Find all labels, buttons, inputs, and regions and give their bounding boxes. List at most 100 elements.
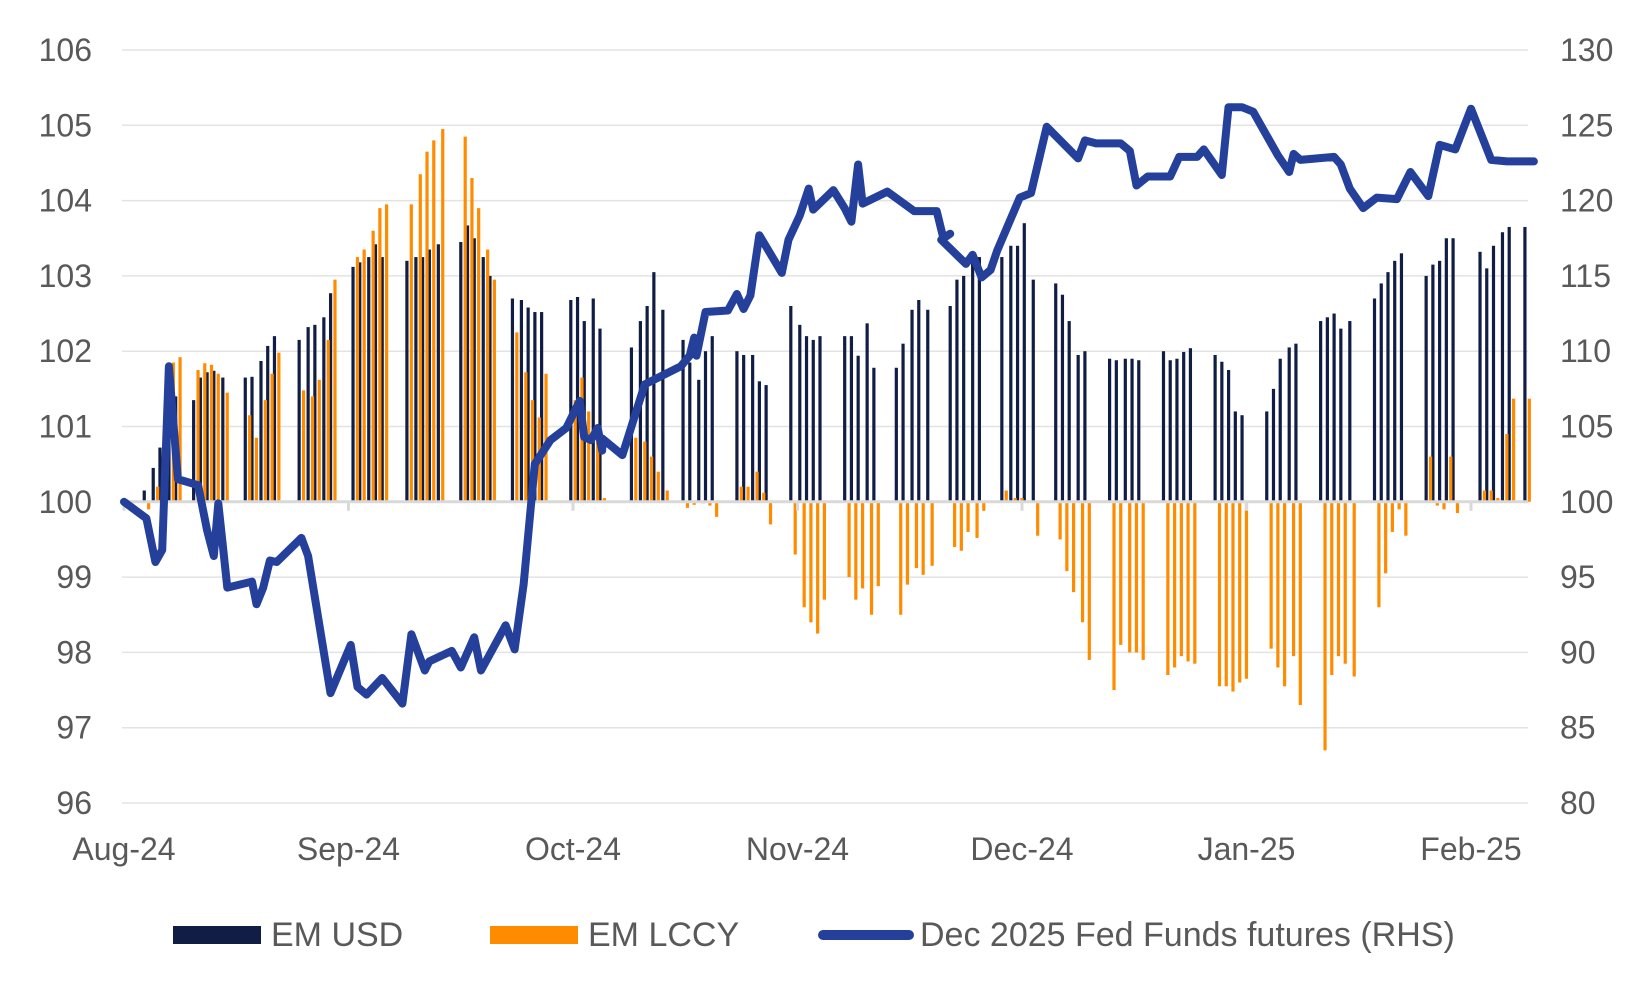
bar-em-usd bbox=[142, 490, 146, 502]
y-left-tick-label: 105 bbox=[39, 107, 92, 143]
bar-em-usd bbox=[917, 299, 921, 502]
bar-em-usd bbox=[1271, 388, 1276, 502]
bar-em-usd bbox=[1188, 348, 1193, 502]
bar-em-usd bbox=[1451, 238, 1455, 502]
bar-em-lccy bbox=[685, 501, 690, 508]
y-right-tick-label: 125 bbox=[1560, 107, 1613, 143]
bar-em-usd bbox=[533, 312, 537, 502]
bar-em-lccy bbox=[1071, 501, 1076, 593]
bar-em-lccy bbox=[310, 396, 315, 502]
bar-em-lccy bbox=[1397, 501, 1401, 510]
bar-em-usd bbox=[1485, 268, 1489, 502]
x-tick-label: Oct-24 bbox=[525, 831, 621, 867]
y-right-tick-label: 90 bbox=[1560, 634, 1596, 670]
bar-em-usd bbox=[757, 381, 761, 502]
bar-em-lccy bbox=[1224, 501, 1228, 687]
bar-em-lccy bbox=[1455, 501, 1460, 514]
bar-em-lccy bbox=[1352, 501, 1356, 677]
bar-em-lccy bbox=[847, 501, 851, 578]
x-tick-label: Aug-24 bbox=[72, 831, 175, 867]
bar-em-usd bbox=[818, 336, 822, 502]
bar-em-usd bbox=[710, 336, 714, 502]
legend-item-em-lccy[interactable]: EM LCCY bbox=[490, 905, 739, 965]
bar-em-usd bbox=[971, 260, 975, 502]
legend-item-fed-funds[interactable]: Dec 2025 Fed Funds futures (RHS) bbox=[818, 905, 1455, 965]
y-left-tick-label: 102 bbox=[39, 333, 92, 369]
bar-em-lccy bbox=[860, 501, 865, 589]
y-left-tick-label: 104 bbox=[39, 183, 92, 219]
bar-em-lccy bbox=[1343, 501, 1347, 664]
bar-em-lccy bbox=[656, 471, 660, 502]
bar-em-lccy bbox=[1449, 456, 1453, 502]
bar-em-lccy bbox=[1186, 501, 1190, 662]
bar-em-usd bbox=[638, 321, 642, 502]
bar-em-usd bbox=[313, 324, 317, 502]
legend-swatch-fed-funds bbox=[818, 930, 914, 940]
bar-em-usd bbox=[540, 312, 544, 502]
y-right-tick-label: 85 bbox=[1560, 710, 1596, 746]
bar-em-usd bbox=[297, 339, 301, 502]
bar-em-usd bbox=[367, 257, 371, 502]
y-left-tick-label: 98 bbox=[56, 634, 92, 670]
y-left-tick-label: 96 bbox=[56, 785, 92, 821]
bar-em-lccy bbox=[1269, 501, 1273, 649]
bar-em-lccy bbox=[441, 129, 445, 502]
bar-em-lccy bbox=[385, 204, 389, 502]
y-right-tick-label: 120 bbox=[1560, 183, 1613, 219]
bar-em-usd bbox=[373, 244, 378, 502]
bar-em-lccy bbox=[768, 501, 773, 525]
bar-em-usd bbox=[872, 367, 876, 502]
y-left-tick-label: 101 bbox=[39, 409, 92, 445]
bar-em-lccy bbox=[1527, 398, 1531, 502]
bar-em-lccy bbox=[930, 501, 934, 566]
bar-em-usd bbox=[1175, 358, 1179, 502]
bar-em-usd bbox=[901, 343, 905, 502]
bar-em-lccy bbox=[914, 501, 919, 569]
x-tick-label: Nov-24 bbox=[746, 831, 849, 867]
bar-em-lccy bbox=[1276, 501, 1280, 668]
bar-em-lccy bbox=[355, 257, 360, 502]
bar-em-usd bbox=[328, 293, 333, 502]
bar-em-usd bbox=[250, 376, 254, 502]
bar-em-lccy bbox=[643, 441, 647, 502]
legend: EM USD EM LCCY Dec 2025 Fed Funds future… bbox=[0, 905, 1650, 965]
bar-em-usd bbox=[1220, 361, 1224, 502]
y-right-tick-label: 115 bbox=[1560, 258, 1611, 294]
bar-em-usd bbox=[1379, 283, 1383, 502]
bar-em-usd bbox=[1278, 358, 1282, 502]
y-right-tick-label: 95 bbox=[1560, 559, 1596, 595]
y-right-tick-label: 105 bbox=[1560, 409, 1613, 445]
bar-em-lccy bbox=[692, 501, 696, 505]
bar-em-lccy bbox=[1173, 501, 1177, 668]
bar-em-usd bbox=[1372, 298, 1377, 502]
bar-em-lccy bbox=[573, 400, 577, 502]
bar-em-lccy bbox=[209, 364, 214, 502]
bar-em-usd bbox=[1507, 226, 1511, 502]
bar-em-usd bbox=[681, 339, 685, 502]
bar-em-lccy bbox=[530, 400, 535, 502]
bar-em-lccy bbox=[876, 501, 880, 587]
bar-em-usd bbox=[1123, 358, 1127, 502]
bar-em-lccy bbox=[1119, 501, 1123, 645]
bar-em-lccy bbox=[869, 501, 874, 615]
bar-em-lccy bbox=[1217, 501, 1222, 687]
bar-em-lccy bbox=[156, 486, 160, 502]
bar-em-lccy bbox=[1112, 501, 1116, 691]
bar-em-lccy bbox=[418, 174, 422, 502]
bar-em-lccy bbox=[203, 363, 207, 502]
bar-em-usd bbox=[1161, 351, 1166, 502]
bar-em-lccy bbox=[1238, 501, 1242, 683]
bar-em-lccy bbox=[1013, 498, 1017, 502]
bar-em-usd bbox=[569, 299, 573, 502]
bar-em-usd bbox=[221, 377, 225, 502]
bar-em-lccy bbox=[1442, 501, 1446, 510]
bar-em-usd bbox=[1083, 351, 1087, 502]
bar-em-lccy bbox=[301, 390, 306, 502]
bar-em-lccy bbox=[1193, 501, 1197, 664]
bar-em-usd bbox=[926, 309, 930, 502]
legend-item-em-usd[interactable]: EM USD bbox=[173, 905, 403, 965]
bar-em-usd bbox=[910, 309, 914, 502]
bar-em-lccy bbox=[263, 400, 267, 502]
bar-em-lccy bbox=[649, 456, 654, 502]
bar-em-usd bbox=[272, 336, 277, 502]
